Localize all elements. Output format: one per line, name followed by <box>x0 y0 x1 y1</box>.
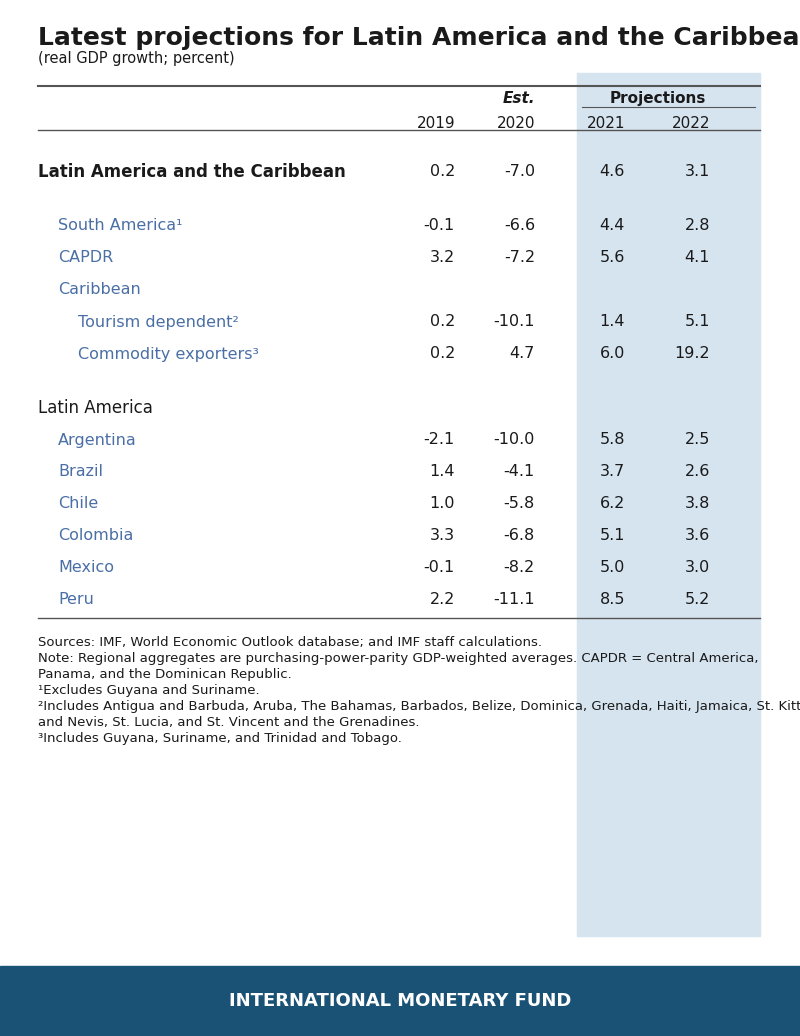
Text: 0.2: 0.2 <box>430 315 455 329</box>
Text: Latin America: Latin America <box>38 399 153 418</box>
Bar <box>0 966 800 1036</box>
Text: -8.2: -8.2 <box>504 560 535 576</box>
Text: 6.0: 6.0 <box>600 346 625 362</box>
Text: 0.2: 0.2 <box>430 346 455 362</box>
Text: Peru: Peru <box>58 593 94 607</box>
Text: 3.2: 3.2 <box>430 251 455 265</box>
Text: 3.0: 3.0 <box>685 560 710 576</box>
Text: 2.5: 2.5 <box>685 432 710 448</box>
Text: -4.1: -4.1 <box>504 464 535 480</box>
Text: -7.0: -7.0 <box>504 165 535 179</box>
Text: 1.4: 1.4 <box>430 464 455 480</box>
Text: 5.2: 5.2 <box>685 593 710 607</box>
Text: -0.1: -0.1 <box>424 560 455 576</box>
Text: Mexico: Mexico <box>58 560 114 576</box>
Text: INTERNATIONAL MONETARY FUND: INTERNATIONAL MONETARY FUND <box>229 992 571 1010</box>
Text: -0.1: -0.1 <box>424 219 455 233</box>
Text: -6.8: -6.8 <box>504 528 535 544</box>
Text: 3.1: 3.1 <box>685 165 710 179</box>
Text: 2.6: 2.6 <box>685 464 710 480</box>
Text: 5.1: 5.1 <box>685 315 710 329</box>
Text: Sources: IMF, World Economic Outlook database; and IMF staff calculations.: Sources: IMF, World Economic Outlook dat… <box>38 636 542 649</box>
Text: Caribbean: Caribbean <box>58 283 141 297</box>
Text: and Nevis, St. Lucia, and St. Vincent and the Grenadines.: and Nevis, St. Lucia, and St. Vincent an… <box>38 716 419 729</box>
Text: 2.2: 2.2 <box>430 593 455 607</box>
Text: 3.3: 3.3 <box>430 528 455 544</box>
Text: 4.6: 4.6 <box>600 165 625 179</box>
Bar <box>577 73 760 936</box>
Text: 2021: 2021 <box>586 116 625 131</box>
Text: Latin America and the Caribbean: Latin America and the Caribbean <box>38 163 346 181</box>
Text: -6.6: -6.6 <box>504 219 535 233</box>
Text: 5.0: 5.0 <box>600 560 625 576</box>
Text: ¹Excludes Guyana and Suriname.: ¹Excludes Guyana and Suriname. <box>38 684 260 697</box>
Text: Est.: Est. <box>502 91 535 106</box>
Text: 0.2: 0.2 <box>430 165 455 179</box>
Text: -5.8: -5.8 <box>504 496 535 512</box>
Text: -10.0: -10.0 <box>494 432 535 448</box>
Text: -11.1: -11.1 <box>494 593 535 607</box>
Text: ²Includes Antigua and Barbuda, Aruba, The Bahamas, Barbados, Belize, Dominica, G: ²Includes Antigua and Barbuda, Aruba, Th… <box>38 700 800 713</box>
Text: 3.7: 3.7 <box>600 464 625 480</box>
Text: 2019: 2019 <box>416 116 455 131</box>
Text: 6.2: 6.2 <box>600 496 625 512</box>
Text: Argentina: Argentina <box>58 432 137 448</box>
Text: Chile: Chile <box>58 496 98 512</box>
Text: Note: Regional aggregates are purchasing-power-parity GDP-weighted averages. CAP: Note: Regional aggregates are purchasing… <box>38 652 758 665</box>
Text: CAPDR: CAPDR <box>58 251 114 265</box>
Text: 5.8: 5.8 <box>599 432 625 448</box>
Text: 1.4: 1.4 <box>599 315 625 329</box>
Text: Latest projections for Latin America and the Caribbean: Latest projections for Latin America and… <box>38 26 800 50</box>
Text: 2.8: 2.8 <box>685 219 710 233</box>
Text: 2022: 2022 <box>671 116 710 131</box>
Text: 2020: 2020 <box>497 116 535 131</box>
Text: 4.7: 4.7 <box>510 346 535 362</box>
Text: 4.4: 4.4 <box>600 219 625 233</box>
Text: Colombia: Colombia <box>58 528 134 544</box>
Text: 3.8: 3.8 <box>685 496 710 512</box>
Text: (real GDP growth; percent): (real GDP growth; percent) <box>38 51 234 66</box>
Text: -2.1: -2.1 <box>424 432 455 448</box>
Text: Brazil: Brazil <box>58 464 103 480</box>
Text: -7.2: -7.2 <box>504 251 535 265</box>
Text: 5.1: 5.1 <box>599 528 625 544</box>
Text: South America¹: South America¹ <box>58 219 182 233</box>
Text: 4.1: 4.1 <box>685 251 710 265</box>
Text: Commodity exporters³: Commodity exporters³ <box>78 346 259 362</box>
Text: 8.5: 8.5 <box>599 593 625 607</box>
Text: 19.2: 19.2 <box>674 346 710 362</box>
Text: ³Includes Guyana, Suriname, and Trinidad and Tobago.: ³Includes Guyana, Suriname, and Trinidad… <box>38 732 402 745</box>
Text: Panama, and the Dominican Republic.: Panama, and the Dominican Republic. <box>38 668 292 681</box>
Text: Tourism dependent²: Tourism dependent² <box>78 315 238 329</box>
Text: 3.6: 3.6 <box>685 528 710 544</box>
Text: -10.1: -10.1 <box>494 315 535 329</box>
Text: Projections: Projections <box>610 91 706 106</box>
Text: 1.0: 1.0 <box>430 496 455 512</box>
Text: 5.6: 5.6 <box>600 251 625 265</box>
